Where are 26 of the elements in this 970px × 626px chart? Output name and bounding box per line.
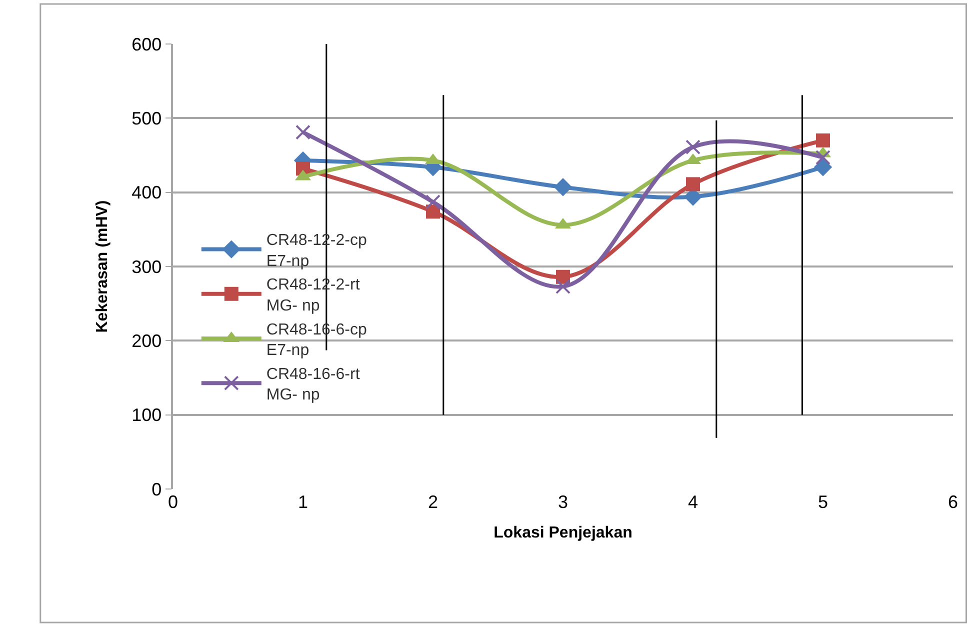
point — [426, 194, 440, 210]
x-tick-label: 5 — [818, 492, 828, 512]
point — [296, 124, 310, 140]
x-tick-label: 3 — [558, 492, 568, 512]
point — [556, 279, 570, 294]
x-tick-label: 2 — [428, 492, 438, 512]
legend-label: CR48-16-6-rt MG- np — [266, 366, 360, 404]
y-axis-title: Kekerasan (mHV) — [94, 200, 112, 333]
x-tick-label: 0 — [168, 492, 178, 512]
point — [816, 133, 830, 148]
point — [554, 178, 572, 196]
x-tick-label: 1 — [298, 492, 308, 512]
point — [686, 140, 700, 155]
y-tick-label: 200 — [132, 330, 162, 351]
point — [816, 150, 830, 165]
y-tick-label: 100 — [132, 405, 162, 426]
x-tick-label: 4 — [688, 492, 698, 512]
y-tick-label: 300 — [132, 256, 162, 277]
y-tick-label: 600 — [132, 34, 162, 54]
y-tick-label: 400 — [132, 182, 162, 203]
y-tick-label: 500 — [132, 108, 162, 128]
point — [686, 177, 700, 192]
x-axis-title: Lokasi Penjejakan — [494, 524, 632, 542]
point — [814, 158, 832, 176]
x-tick-label: 6 — [948, 492, 958, 512]
y-tick-label: 0 — [152, 479, 162, 500]
